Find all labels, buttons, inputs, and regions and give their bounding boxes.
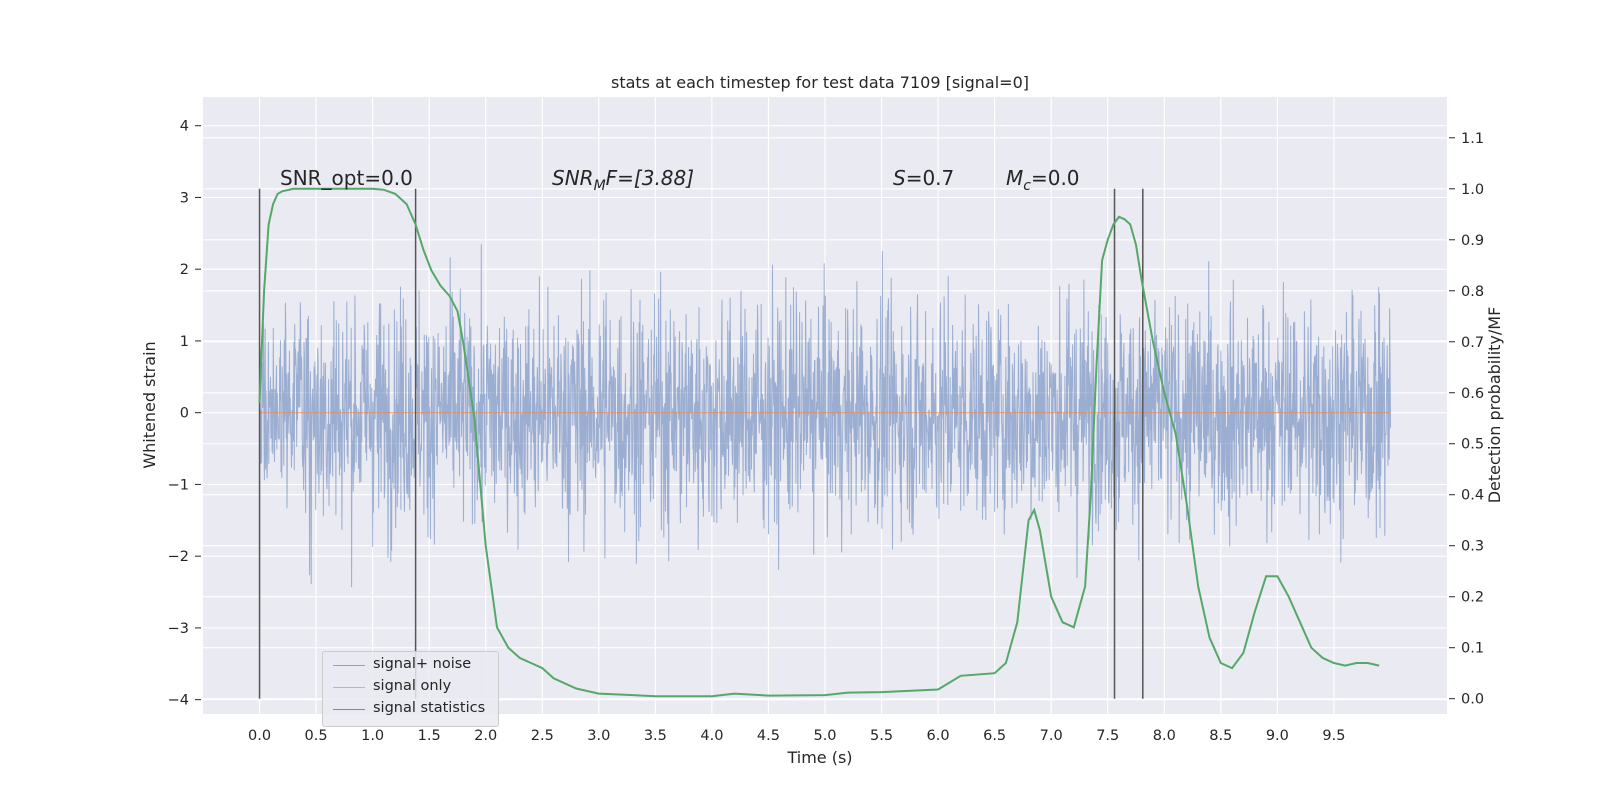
legend-label: signal statistics xyxy=(373,700,486,716)
x-tick-label: 8.5 xyxy=(1209,728,1232,744)
annotation-mc: Mc=0.0 xyxy=(1006,166,1080,194)
legend-item-signal-only: signal only xyxy=(323,677,498,699)
x-tick-label: 3.0 xyxy=(587,728,610,744)
x-tick-label: 3.5 xyxy=(644,728,667,744)
y2-tick-label: 0.9 xyxy=(1461,233,1484,249)
y-tick-label: −3 xyxy=(168,621,189,637)
legend-swatch-noise xyxy=(333,665,365,666)
y-tick-label: 0 xyxy=(180,406,189,422)
x-tick-label: 4.0 xyxy=(700,728,723,744)
x-tick-label: 9.0 xyxy=(1266,728,1289,744)
x-tick-label: 7.5 xyxy=(1096,728,1119,744)
series-signal-statistics xyxy=(258,187,1380,698)
snr-mf-f: F=[3.88] xyxy=(606,166,694,190)
y2-tick-label: 1.1 xyxy=(1461,131,1484,147)
x-tick-label: 2.5 xyxy=(531,728,554,744)
y2-tick-label: 0.7 xyxy=(1461,335,1484,351)
y2-tick-label: 0.4 xyxy=(1461,488,1484,504)
legend-item-signal-plus-noise: signal+ noise xyxy=(323,655,498,677)
y-tick-label: −1 xyxy=(168,477,189,493)
y2-axis-label: Detection probability/MF xyxy=(1485,307,1504,504)
x-tick-label: 9.5 xyxy=(1322,728,1345,744)
x-axis-ticks: 0.0 0.5 1.0 1.5 2.0 2.5 3.0 3.5 4.0 4.5 5.0 5.5 6.0 6… xyxy=(248,728,1345,744)
x-tick-label: 5.5 xyxy=(870,728,893,744)
y2-tick-label: 0.2 xyxy=(1461,590,1484,606)
x-tick-label: 0.0 xyxy=(248,728,271,744)
annotation-s: S=0.7 xyxy=(893,166,954,190)
y2-tick-label: 0.8 xyxy=(1461,284,1484,300)
mc-value: =0.0 xyxy=(1031,166,1080,190)
x-tick-label: 5.0 xyxy=(813,728,836,744)
chart-title: stats at each timestep for test data 710… xyxy=(611,73,1029,92)
legend-label: signal+ noise xyxy=(373,656,472,672)
x-tick-label: 6.5 xyxy=(983,728,1006,744)
y2-tick-label: 0.5 xyxy=(1461,437,1484,453)
mc-label: M xyxy=(1006,166,1023,190)
series-signal-plus-noise xyxy=(259,244,1391,588)
annotation-snr-mf: SNRMF=[3.88] xyxy=(552,166,694,194)
x-tick-label: 7.0 xyxy=(1040,728,1063,744)
y2-axis-ticks: 0.0 0.1 0.2 0.3 0.4 0.5 0.6 0.7 0.8 0.9 1.0 1.1 xyxy=(1449,131,1484,708)
x-tick-label: 1.5 xyxy=(418,728,441,744)
vertical-markers xyxy=(258,188,1144,699)
legend-swatch-stats xyxy=(333,709,365,710)
stats-trace xyxy=(258,187,1380,698)
y-axis-ticks: 4 3 2 1 0 −1 −2 −3 −4 xyxy=(168,119,201,709)
y-tick-label: 2 xyxy=(180,262,189,278)
x-axis-label: Time (s) xyxy=(786,748,852,767)
x-tick-label: 6.0 xyxy=(927,728,950,744)
y-tick-label: 1 xyxy=(180,334,189,350)
x-tick-label: 2.0 xyxy=(474,728,497,744)
y2-tick-label: 0.0 xyxy=(1461,692,1484,708)
x-tick-label: 8.0 xyxy=(1153,728,1176,744)
annotation-snr-opt: SNR_opt=0.0 xyxy=(280,166,413,190)
y-tick-label: 3 xyxy=(180,190,189,206)
s-label: S xyxy=(893,166,906,190)
y2-tick-label: 0.6 xyxy=(1461,386,1484,402)
y2-tick-label: 0.1 xyxy=(1461,641,1484,657)
noise-trace xyxy=(259,244,1391,588)
legend-item-signal-statistics: signal statistics xyxy=(323,699,498,721)
legend-swatch-signal xyxy=(333,687,365,688)
mc-sub: c xyxy=(1023,178,1031,194)
snr-mf-sub: M xyxy=(594,178,606,194)
y2-tick-label: 1.0 xyxy=(1461,182,1484,198)
snr-mf-prefix: SNR xyxy=(552,166,594,190)
legend-label: signal only xyxy=(373,678,452,694)
x-tick-label: 4.5 xyxy=(757,728,780,744)
x-tick-label: 1.0 xyxy=(361,728,384,744)
y2-tick-label: 0.3 xyxy=(1461,539,1484,555)
y-axis-label: Whitened strain xyxy=(140,341,159,468)
y-tick-label: −2 xyxy=(168,549,189,565)
legend: signal+ noise signal only signal statist… xyxy=(322,651,499,727)
s-value: =0.7 xyxy=(906,166,955,190)
y-tick-label: −4 xyxy=(168,693,189,709)
x-tick-label: 0.5 xyxy=(305,728,328,744)
y-tick-label: 4 xyxy=(180,119,189,135)
